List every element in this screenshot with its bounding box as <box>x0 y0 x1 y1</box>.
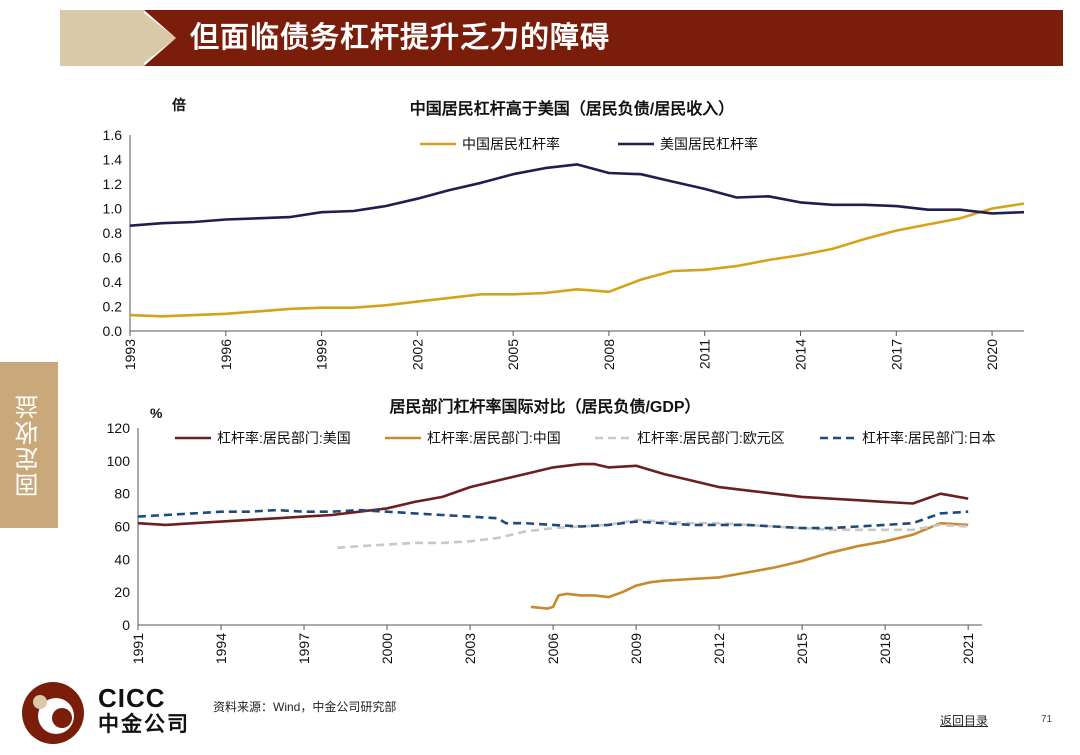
x-tick-label: 2021 <box>960 633 976 664</box>
x-tick-label: 2000 <box>379 633 395 664</box>
source-note: 资料来源：Wind，中金公司研究部 <box>213 700 397 714</box>
legend-label-2: 美国居民杠杆率 <box>660 136 758 152</box>
x-tick-label: 2015 <box>794 633 810 664</box>
logo-text-en: CICC <box>98 683 166 713</box>
y-tick-label: 0.0 <box>103 323 123 339</box>
y-tick-label: 1.4 <box>103 152 123 168</box>
x-tick-label: 2002 <box>409 339 425 370</box>
cicc-logo-icon <box>22 682 84 744</box>
y-tick-label: 1.6 <box>103 127 123 143</box>
series-line-2 <box>129 163 1025 227</box>
x-tick-label: 2012 <box>711 633 727 664</box>
x-tick-label: 2008 <box>601 339 617 370</box>
y-tick-label: 0.4 <box>103 274 123 290</box>
series-line-3 <box>337 518 969 550</box>
x-tick-label: 1991 <box>130 633 146 664</box>
series-line-2 <box>530 521 969 610</box>
y-axis-unit: 倍 <box>172 97 186 113</box>
y-tick-label: 0 <box>122 617 130 633</box>
x-tick-label: 1993 <box>122 339 138 370</box>
y-tick-label: 1.0 <box>103 201 123 217</box>
y-tick-label: 20 <box>114 584 130 600</box>
logo-text-cn: 中金公司 <box>98 713 190 736</box>
y-tick-label: 100 <box>107 453 131 469</box>
page-title: 但面临债务杠杆提升乏力的障碍 <box>190 22 611 54</box>
header-accent-block <box>60 10 144 66</box>
x-tick-label: 2011 <box>697 339 713 369</box>
page-number: 71 <box>1041 714 1053 725</box>
series-line-1 <box>137 462 969 527</box>
back-to-contents-link[interactable]: 返回目录 <box>940 714 989 728</box>
y-tick-label: 80 <box>114 486 130 502</box>
y-tick-label: 0.2 <box>103 299 123 315</box>
header-bar-notch <box>144 10 176 66</box>
x-tick-label: 1997 <box>296 633 312 664</box>
x-tick-label: 2017 <box>888 339 904 370</box>
x-tick-label: 2003 <box>462 633 478 664</box>
x-tick-label: 1994 <box>213 633 229 664</box>
series-line-1 <box>129 202 1025 318</box>
x-tick-label: 2018 <box>877 633 893 664</box>
y-tick-label: 0.8 <box>103 225 123 241</box>
side-section-tab[interactable]: 固定收益 <box>0 362 58 528</box>
y-tick-label: 60 <box>114 519 130 535</box>
legend-label-1: 杠杆率:居民部门:美国 <box>217 430 351 446</box>
header-bar <box>176 10 1063 66</box>
legend-label-1: 中国居民杠杆率 <box>462 136 560 152</box>
y-tick-label: 0.6 <box>103 250 123 266</box>
x-tick-label: 2020 <box>984 339 1000 370</box>
legend-label-4: 杠杆率:居民部门:日本 <box>862 430 996 446</box>
legend-label-3: 杠杆率:居民部门:欧元区 <box>637 430 785 446</box>
x-tick-label: 1996 <box>218 339 234 370</box>
chart-title: 居民部门杠杆率国际对比（居民负债/GDP） <box>389 397 700 416</box>
legend-label-2: 杠杆率:居民部门:中国 <box>427 430 561 446</box>
series-line-4 <box>137 508 969 530</box>
y-tick-label: 120 <box>107 420 131 436</box>
x-tick-label: 2005 <box>505 339 521 370</box>
chart-household-leverage-gdp: 居民部门杠杆率国际对比（居民负债/GDP）% 0 20 40 60 80 100 120 199… <box>107 397 996 664</box>
x-tick-label: 2009 <box>628 633 644 664</box>
chart-household-leverage-income: 中国居民杠杆高于美国（居民负债/居民收入） 倍 0.0 0.2 0.4 0.6 0.8 1.0… <box>103 97 1025 370</box>
y-tick-label: 1.2 <box>103 176 123 192</box>
y-tick-label: 40 <box>114 551 130 567</box>
x-tick-label: 1999 <box>314 339 330 370</box>
chart-title: 中国居民杠杆高于美国（居民负债/居民收入） <box>410 99 734 118</box>
x-tick-label: 2014 <box>793 339 809 370</box>
y-axis-unit: % <box>150 405 163 421</box>
x-tick-label: 2006 <box>545 633 561 664</box>
